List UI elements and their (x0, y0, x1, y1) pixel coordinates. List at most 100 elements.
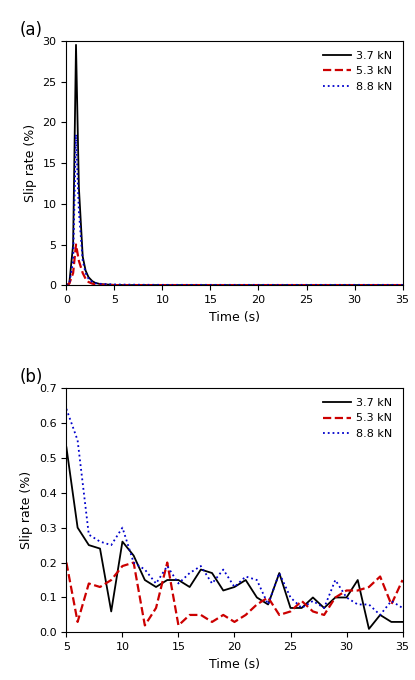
5.3 kN (86, 579, 91, 588)
5.3 kN (232, 618, 237, 626)
Text: (a): (a) (20, 21, 42, 39)
8.8 kN (109, 541, 114, 549)
5.3 kN (310, 607, 315, 615)
X-axis label: Time (s): Time (s) (209, 311, 260, 324)
8.8 kN (310, 597, 315, 605)
8.8 kN (352, 281, 357, 289)
Legend: 3.7 kN, 5.3 kN, 8.8 kN: 3.7 kN, 5.3 kN, 8.8 kN (319, 46, 397, 97)
3.7 kN (254, 594, 259, 602)
8.8 kN (160, 281, 165, 289)
8.8 kN (314, 281, 319, 289)
3.7 kN (187, 583, 192, 591)
3.7 kN (103, 280, 107, 288)
3.7 kN (120, 537, 125, 545)
X-axis label: Time (s): Time (s) (209, 658, 260, 670)
3.7 kN (179, 281, 184, 289)
3.7 kN (198, 281, 203, 289)
8.8 kN (254, 576, 259, 584)
5.3 kN (131, 281, 136, 289)
5.3 kN (221, 611, 226, 619)
8.8 kN (389, 597, 394, 605)
8.8 kN (366, 600, 371, 609)
3.7 kN (266, 600, 271, 609)
5.3 kN (266, 594, 271, 602)
5.3 kN (277, 611, 282, 619)
5.3 kN (314, 281, 319, 289)
3.7 kN (109, 607, 114, 615)
3.7 kN (80, 253, 85, 261)
8.8 kN (98, 537, 103, 545)
3.7 kN (64, 443, 69, 452)
8.8 kN (86, 530, 91, 539)
5.3 kN (288, 607, 293, 615)
5.3 kN (400, 576, 405, 584)
3.7 kN (352, 281, 357, 289)
5.3 kN (160, 281, 165, 289)
5.3 kN (83, 275, 88, 283)
8.8 kN (355, 600, 360, 609)
8.8 kN (141, 281, 146, 289)
5.3 kN (344, 586, 349, 594)
3.7 kN (64, 282, 69, 290)
3.7 kN (75, 524, 80, 532)
5.3 kN (103, 281, 107, 289)
5.3 kN (64, 282, 69, 290)
8.8 kN (237, 281, 242, 289)
3.7 kN (277, 569, 282, 577)
8.8 kN (294, 281, 299, 289)
8.8 kN (71, 257, 76, 265)
3.7 kN (400, 618, 405, 626)
8.8 kN (275, 281, 280, 289)
3.7 kN (86, 541, 91, 549)
Y-axis label: Slip rate (%): Slip rate (%) (20, 471, 33, 549)
8.8 kN (122, 281, 127, 289)
3.7 kN (71, 241, 76, 249)
5.3 kN (98, 281, 103, 289)
3.7 kN (98, 545, 103, 553)
8.8 kN (217, 281, 222, 289)
3.7 kN (400, 281, 405, 289)
8.8 kN (112, 280, 117, 288)
Line: 8.8 kN: 8.8 kN (66, 409, 403, 615)
8.8 kN (333, 281, 338, 289)
8.8 kN (400, 281, 405, 289)
5.3 kN (165, 558, 170, 566)
5.3 kN (64, 558, 69, 566)
5.3 kN (217, 281, 222, 289)
3.7 kN (243, 576, 248, 584)
3.7 kN (355, 576, 360, 584)
3.7 kN (142, 576, 147, 584)
8.8 kN (83, 269, 88, 277)
5.3 kN (366, 583, 371, 591)
5.3 kN (154, 604, 159, 612)
3.7 kN (160, 281, 165, 289)
3.7 kN (217, 281, 222, 289)
8.8 kN (93, 279, 98, 288)
5.3 kN (355, 586, 360, 594)
8.8 kN (73, 131, 78, 139)
8.8 kN (98, 279, 103, 288)
3.7 kN (275, 281, 280, 289)
3.7 kN (378, 611, 383, 619)
5.3 kN (243, 611, 248, 619)
5.3 kN (112, 281, 117, 289)
3.7 kN (90, 277, 95, 286)
3.7 kN (141, 281, 146, 289)
8.8 kN (344, 594, 349, 602)
3.7 kN (299, 604, 304, 612)
Line: 3.7 kN: 3.7 kN (66, 447, 403, 629)
5.3 kN (294, 281, 299, 289)
8.8 kN (221, 566, 226, 574)
3.7 kN (98, 280, 103, 288)
3.7 kN (344, 594, 349, 602)
3.7 kN (154, 583, 159, 591)
5.3 kN (256, 281, 261, 289)
5.3 kN (333, 281, 338, 289)
3.7 kN (112, 281, 117, 289)
3.7 kN (131, 551, 136, 560)
8.8 kN (64, 282, 69, 290)
8.8 kN (165, 562, 170, 570)
3.7 kN (221, 586, 226, 594)
5.3 kN (71, 269, 76, 277)
8.8 kN (198, 281, 203, 289)
